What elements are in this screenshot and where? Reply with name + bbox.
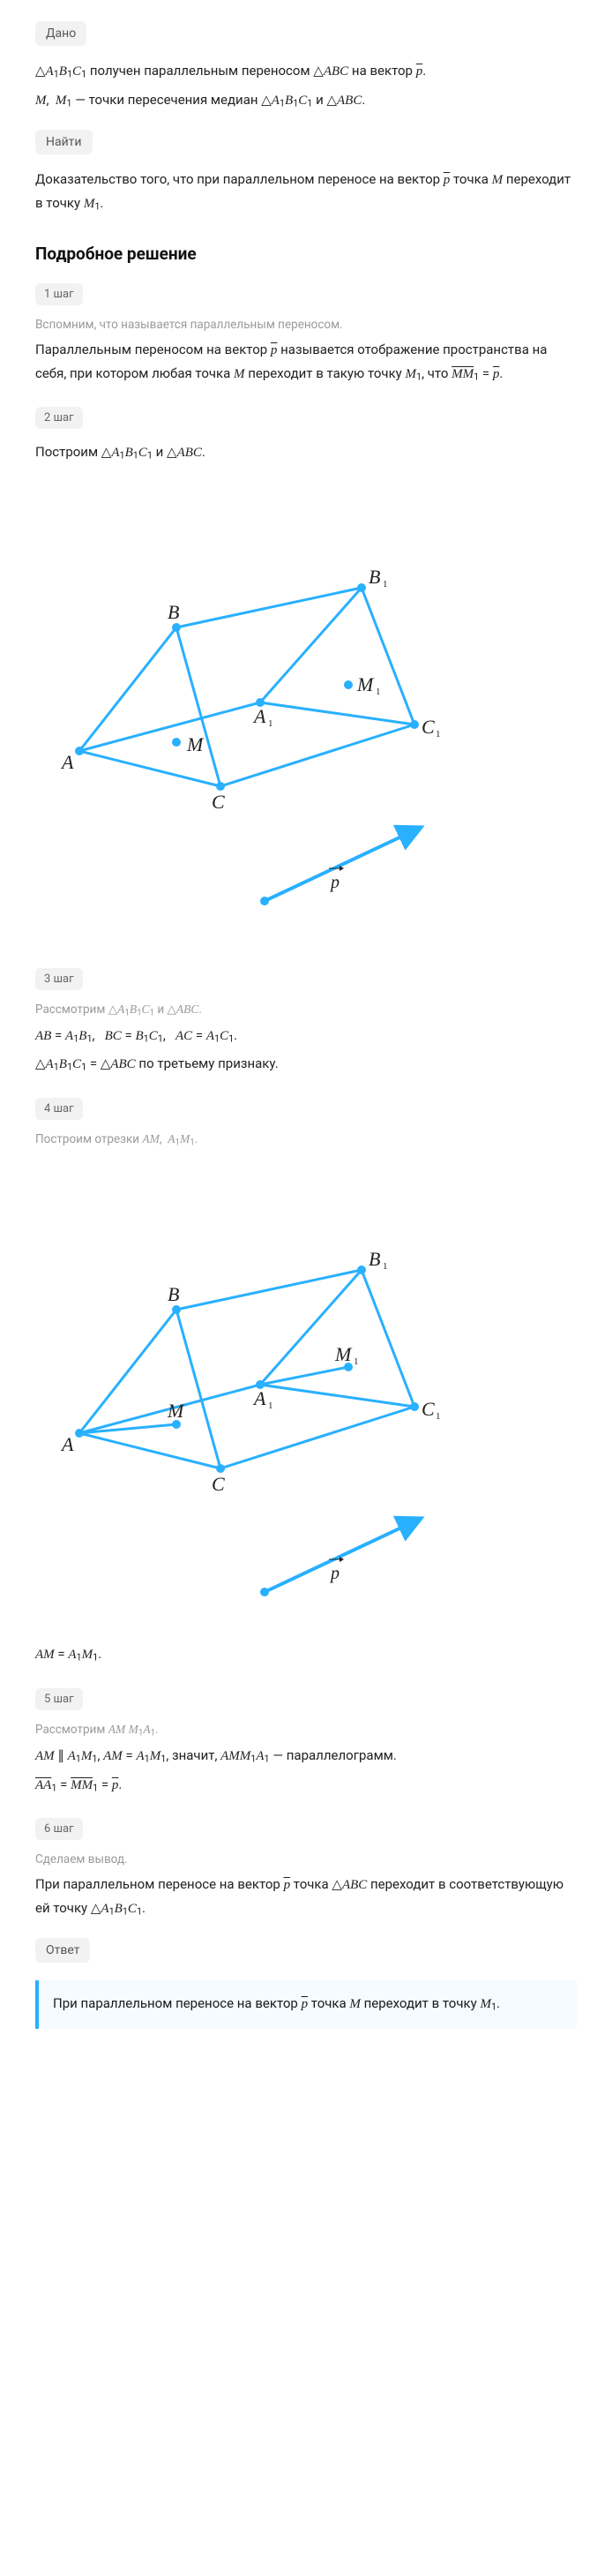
step-6-hint: Сделаем вывод. [35,1852,577,1866]
step-5-eq: AA1 = MM1 = p. [35,1774,577,1798]
svg-text:1: 1 [383,1261,388,1272]
step-6-p1: При параллельном переносе на вектор p то… [35,1874,577,1920]
find-text: Доказательство того, что при параллельно… [35,169,577,215]
step-2-pill: 2 шаг [35,407,83,429]
svg-text:M: M [334,1343,353,1365]
svg-text:B: B [369,1248,380,1270]
step-3-l2: AB = A1B1, BC = B1C1, AC = A1C1. [35,1025,577,1048]
svg-text:C: C [212,1473,225,1495]
solution-heading: Подробное решение [35,244,577,264]
step-6-pill: 6 шаг [35,1818,83,1840]
svg-text:C: C [422,1398,435,1420]
svg-text:C: C [212,791,225,813]
svg-text:p: p [329,1564,340,1583]
svg-text:B: B [369,566,380,588]
step-5-hint: Рассмотрим AM M1A1. [35,1723,577,1738]
svg-text:A: A [252,705,266,727]
svg-text:B: B [168,1283,179,1305]
figure-2: A B C A1 B1 C1 M M1 p [35,1168,577,1622]
step-4-para: Построим отрезки AM, A1M1. [35,1132,577,1147]
step-1-pill: 1 шаг [35,283,83,305]
svg-text:B: B [168,601,179,623]
figure-1: A B C A1 B1 C1 M M1 p [35,486,577,931]
svg-text:1: 1 [376,687,381,697]
svg-text:1: 1 [354,1356,359,1367]
step-1-para: Параллельным переносом на вектор p назыв… [35,339,577,386]
step-2-para: Построим △A1B1C1 и △ABC. [35,441,577,465]
svg-text:1: 1 [268,1401,273,1411]
svg-text:A: A [252,1387,266,1409]
answer-pill: Ответ [35,1938,90,1963]
svg-text:C: C [422,716,435,738]
svg-text:1: 1 [268,718,273,729]
svg-text:M: M [356,673,375,695]
step-4-eq: AM = A1M1. [35,1643,577,1667]
svg-text:1: 1 [436,1411,441,1422]
step-3-l3: △A1B1C1 = △ABC по третьему признаку. [35,1053,577,1077]
given-line2: M, M1 — точки пересечения медиан △A1B1C1… [35,89,577,113]
given-pill: Дано [35,21,86,46]
svg-text:M: M [186,733,205,755]
step-1-hint: Вспомним, что называется параллельным пе… [35,318,577,332]
svg-text:1: 1 [436,729,441,740]
given-line1: △A1B1C1 получен параллельным переносом △… [35,60,577,84]
find-pill: Найти [35,130,93,154]
svg-text:p: p [329,873,340,892]
step-3-l1: Рассмотрим △A1B1C1 и △ABC. [35,1003,577,1018]
step-5-pill: 5 шаг [35,1688,83,1710]
step-3-pill: 3 шаг [35,968,83,990]
svg-text:M: M [167,1400,185,1422]
svg-text:1: 1 [383,579,388,590]
svg-text:A: A [60,1433,74,1455]
step-4-pill: 4 шаг [35,1098,83,1120]
step-5-p1: AM ∥ A1M1, AM = A1M1, значит, AMM1A1 — п… [35,1745,577,1769]
answer-box: При параллельном переносе на вектор p то… [35,1980,577,2029]
svg-text:A: A [60,751,74,773]
